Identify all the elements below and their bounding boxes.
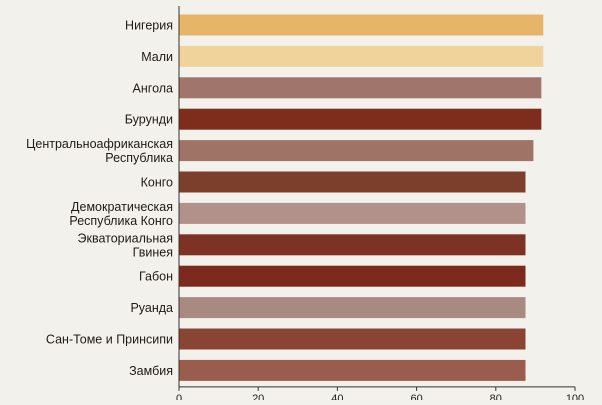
x-tick-label: 20 [252,393,264,400]
bar [179,328,526,350]
bar [179,14,544,36]
bar [179,297,526,319]
bar [179,45,544,67]
category-label: Демократическая Республика Конго [69,200,173,228]
bar [179,234,526,256]
category-label: Габон [139,270,173,284]
category-label: Замбия [129,364,173,378]
x-tick-label: 60 [410,393,422,400]
x-tick-label: 100 [566,393,584,400]
category-label-line: Республика Конго [69,214,173,228]
category-labels-group: Нигерия Мали Ангола Бурунди Центральноафрика… [26,19,173,378]
category-label-line: Ангола [133,81,173,95]
category-label-line: Нигерия [125,19,173,33]
category-label-line: Руанда [130,301,173,315]
category-label: Нигерия [125,19,173,33]
x-tick-label: 0 [176,393,182,400]
category-label-line: Мали [141,50,173,64]
category-label-line: Замбия [129,364,173,378]
bar [179,202,526,224]
category-label-line: Гвинея [133,245,173,259]
bar [179,140,534,162]
bar [179,77,542,99]
x-tick-label: 80 [490,393,502,400]
category-label-line: Конго [141,176,173,190]
category-label-line: Габон [139,270,173,284]
bar [179,359,526,381]
bar [179,108,542,130]
category-label-line: Центральноафриканская [26,137,173,151]
category-label-line: Демократическая [71,200,173,214]
category-label: Ангола [133,81,173,95]
category-label: Бурунди [125,113,173,127]
category-label-line: Республика [105,151,173,165]
x-tick-label: 40 [331,393,343,400]
category-label-line: Экваториальная [78,231,173,245]
bar [179,265,526,287]
category-label: Центральноафриканская Республика [26,137,173,165]
category-label: Экваториальная Гвинея [78,231,173,259]
category-label-line: Сан-Томе и Принсипи [46,333,173,347]
category-label: Мали [141,50,173,64]
bars-group [179,14,544,381]
bar [179,171,526,193]
category-label: Руанда [130,301,173,315]
category-label-line: Бурунди [125,113,173,127]
category-label: Конго [141,176,173,190]
category-label: Сан-Томе и Принсипи [46,333,173,347]
